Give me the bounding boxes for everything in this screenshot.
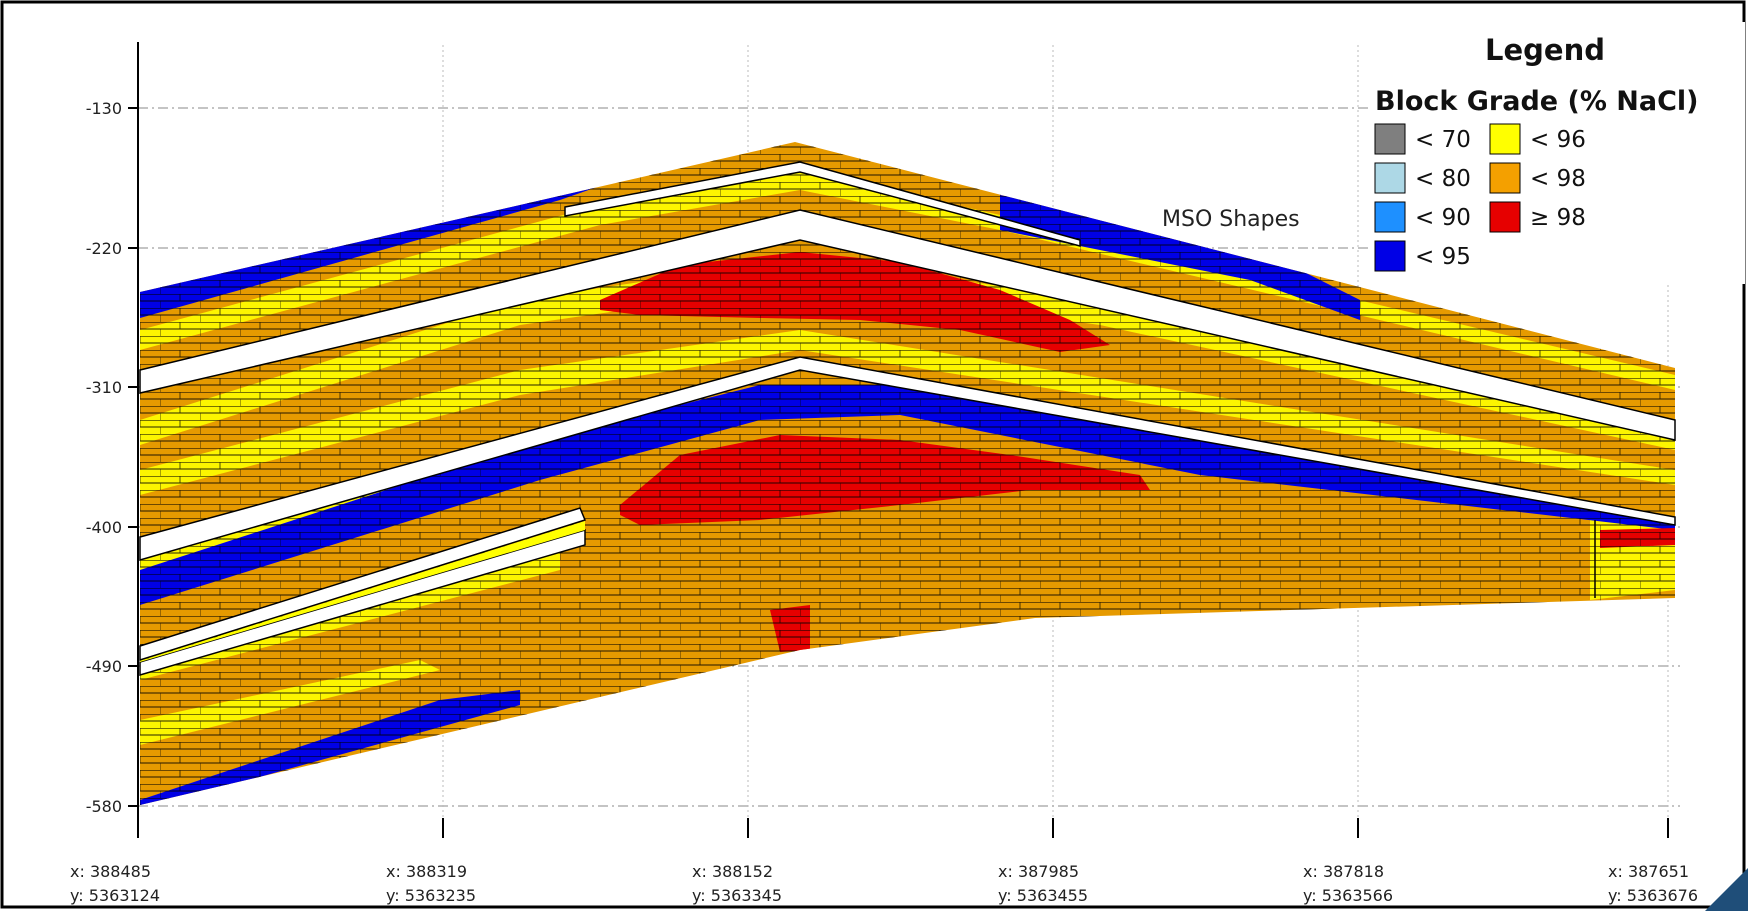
mso-shape-small-a — [139, 507, 587, 662]
svg-text:< 80: < 80 — [1415, 166, 1471, 192]
y-tick-label: -130 — [86, 99, 122, 118]
x-tick-label: x: 388319 — [386, 862, 467, 881]
legend-item-ge98: ≥ 98 — [1489, 201, 1586, 233]
y-tick-label: -220 — [86, 239, 122, 258]
x-tick-label: y: 5363124 — [70, 886, 160, 905]
y-tick-label: -310 — [86, 378, 122, 397]
corner-accent-shape — [1705, 868, 1748, 911]
x-tick-label: x: 388485 — [70, 862, 151, 881]
legend-item-lt80: < 80 — [1374, 162, 1471, 194]
y-tick-label: -490 — [86, 657, 122, 676]
y-tick-labels: -130 -220 -310 -400 -490 -580 — [86, 99, 122, 816]
x-tick-label: x: 387818 — [1303, 862, 1384, 881]
legend-item-lt70: < 70 — [1374, 123, 1471, 155]
legend-item-lt95: < 95 — [1374, 240, 1471, 272]
mso-shapes — [139, 161, 1676, 677]
axes — [128, 42, 1669, 838]
y-tick-label: -400 — [86, 518, 122, 537]
svg-text:< 95: < 95 — [1415, 244, 1471, 270]
x-tick-label: y: 5363455 — [998, 886, 1088, 905]
legend-title: Legend — [1485, 33, 1605, 67]
mso-shapes-label: MSO Shapes — [1162, 207, 1300, 232]
svg-text:< 70: < 70 — [1415, 127, 1471, 153]
svg-text:≥ 98: ≥ 98 — [1530, 205, 1586, 231]
x-tick-label: y: 5363345 — [692, 886, 782, 905]
x-tick-labels: x: 388485 y: 5363124 x: 388319 y: 536323… — [70, 862, 1698, 905]
mso-shape-upper — [564, 161, 1081, 247]
y-tick-label: -580 — [86, 797, 122, 816]
mso-shape-middle — [139, 209, 1676, 441]
x-tick-label: x: 387985 — [998, 862, 1079, 881]
svg-text:< 96: < 96 — [1530, 127, 1586, 153]
x-tick-label: x: 387651 — [1608, 862, 1689, 881]
x-tick-label: y: 5363676 — [1608, 886, 1698, 905]
svg-text:< 90: < 90 — [1415, 205, 1471, 231]
grade-strip-lt96 — [140, 521, 585, 662]
legend-subtitle: Block Grade (% NaCl) — [1375, 86, 1699, 117]
legend-item-lt90: < 90 — [1374, 201, 1471, 233]
svg-text:< 98: < 98 — [1530, 166, 1586, 192]
legend-item-lt98: < 98 — [1489, 162, 1586, 194]
legend-item-lt96: < 96 — [1489, 123, 1586, 155]
legend: Legend Block Grade (% NaCl) < 70 < 96 < … — [1370, 22, 1745, 284]
mso-shape-lower — [139, 356, 1676, 561]
x-tick-label: x: 388152 — [692, 862, 773, 881]
x-tick-label: y: 5363566 — [1303, 886, 1393, 905]
x-tick-label: y: 5363235 — [386, 886, 476, 905]
